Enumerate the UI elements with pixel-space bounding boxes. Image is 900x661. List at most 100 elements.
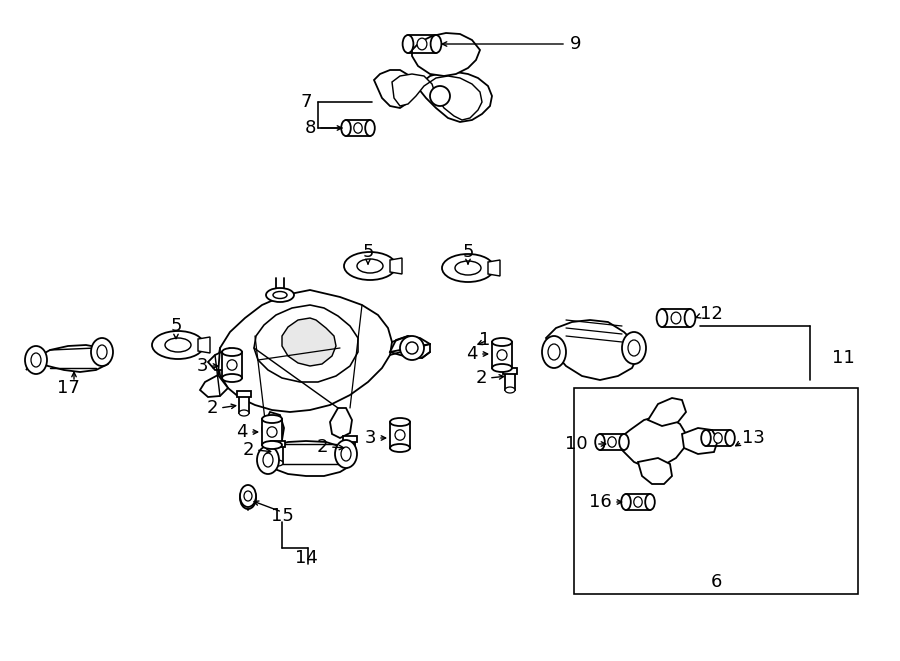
Ellipse shape [354, 123, 362, 134]
Ellipse shape [455, 261, 481, 275]
Text: 11: 11 [832, 349, 855, 367]
Text: 2: 2 [317, 438, 328, 456]
Ellipse shape [634, 497, 643, 507]
Text: 1: 1 [479, 331, 490, 349]
Text: 17: 17 [57, 379, 79, 397]
Polygon shape [198, 337, 210, 353]
Ellipse shape [621, 494, 631, 510]
Ellipse shape [263, 453, 273, 467]
Ellipse shape [341, 120, 351, 136]
Ellipse shape [227, 360, 237, 370]
Polygon shape [208, 348, 230, 370]
Polygon shape [390, 336, 430, 358]
Polygon shape [412, 33, 480, 76]
Text: 9: 9 [570, 35, 581, 53]
Ellipse shape [244, 491, 252, 501]
Polygon shape [282, 318, 336, 366]
Ellipse shape [622, 332, 646, 364]
Ellipse shape [266, 288, 294, 302]
Text: 2: 2 [475, 369, 487, 387]
Bar [505, 372, 515, 390]
Ellipse shape [685, 309, 696, 327]
Ellipse shape [240, 485, 256, 507]
Ellipse shape [725, 430, 734, 446]
Text: 3: 3 [196, 357, 208, 375]
Polygon shape [374, 70, 492, 122]
Bar [574, 388, 858, 594]
Ellipse shape [595, 434, 605, 450]
Ellipse shape [671, 312, 681, 324]
Ellipse shape [365, 120, 374, 136]
Ellipse shape [406, 342, 418, 354]
Text: 2: 2 [206, 399, 218, 417]
Ellipse shape [714, 433, 722, 443]
Polygon shape [254, 305, 358, 382]
Text: 10: 10 [565, 435, 588, 453]
Text: 2: 2 [242, 441, 254, 459]
Text: 3: 3 [364, 429, 376, 447]
Bar [262, 419, 282, 445]
Text: 6: 6 [710, 573, 722, 591]
Ellipse shape [91, 338, 113, 366]
Bar [492, 342, 512, 368]
Polygon shape [330, 408, 352, 438]
Ellipse shape [430, 35, 441, 53]
Ellipse shape [262, 415, 282, 423]
Ellipse shape [492, 364, 512, 372]
Ellipse shape [390, 444, 410, 452]
Ellipse shape [628, 340, 640, 356]
Ellipse shape [645, 494, 655, 510]
Ellipse shape [542, 336, 566, 368]
Text: 4: 4 [237, 423, 248, 441]
Text: 4: 4 [466, 345, 478, 363]
Text: 7: 7 [301, 93, 312, 111]
Text: 15: 15 [271, 507, 293, 525]
Ellipse shape [390, 418, 410, 426]
Ellipse shape [657, 309, 668, 327]
Ellipse shape [31, 353, 41, 367]
Ellipse shape [608, 437, 616, 447]
Text: 8: 8 [304, 119, 316, 137]
Bar [237, 391, 251, 397]
Ellipse shape [222, 348, 242, 356]
Ellipse shape [25, 346, 47, 374]
Text: 16: 16 [590, 493, 612, 511]
Ellipse shape [430, 86, 450, 106]
Bar [345, 440, 355, 458]
Ellipse shape [267, 427, 277, 437]
Ellipse shape [505, 387, 515, 393]
Ellipse shape [240, 487, 256, 509]
Ellipse shape [497, 350, 507, 360]
Ellipse shape [701, 430, 711, 446]
Ellipse shape [417, 38, 427, 50]
Text: 5: 5 [170, 317, 182, 335]
Text: 14: 14 [294, 549, 318, 567]
Bar [271, 441, 285, 447]
Bar [239, 395, 249, 413]
Polygon shape [546, 320, 638, 380]
Text: 5: 5 [362, 243, 374, 261]
Text: 12: 12 [700, 305, 723, 323]
Ellipse shape [442, 254, 494, 282]
Polygon shape [648, 398, 686, 426]
Polygon shape [262, 412, 284, 445]
Polygon shape [260, 441, 352, 476]
Ellipse shape [619, 434, 629, 450]
Bar [343, 436, 357, 442]
Ellipse shape [152, 331, 204, 359]
Ellipse shape [345, 455, 355, 461]
Ellipse shape [97, 345, 107, 359]
Bar [273, 445, 283, 463]
Polygon shape [682, 428, 718, 454]
Ellipse shape [335, 440, 357, 468]
Polygon shape [392, 74, 482, 120]
Ellipse shape [402, 35, 413, 53]
Bar [390, 422, 410, 448]
Ellipse shape [257, 446, 279, 474]
Polygon shape [218, 290, 392, 412]
Ellipse shape [357, 259, 383, 273]
Polygon shape [488, 260, 500, 276]
Ellipse shape [548, 344, 560, 360]
Ellipse shape [492, 338, 512, 346]
Ellipse shape [165, 338, 191, 352]
